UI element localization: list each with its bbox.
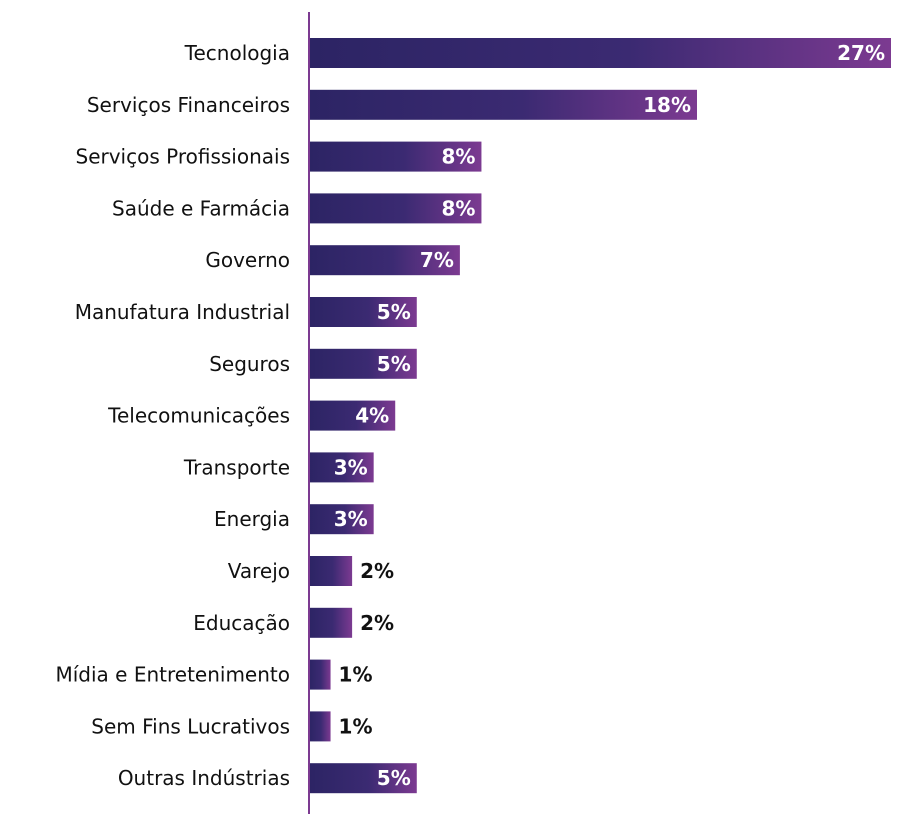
category-label-energia: Energia (214, 507, 290, 531)
category-label-midia-e-entretenimento: Mídia e Entretenimento (55, 663, 290, 687)
bar-midia-e-entretenimento (309, 659, 331, 690)
category-label-governo: Governo (205, 248, 290, 272)
value-label-governo: 7% (420, 248, 454, 272)
bar-manufatura-industrial (309, 297, 417, 327)
value-label-manufatura-industrial: 5% (377, 300, 411, 324)
value-label-varejo: 2% (360, 559, 394, 583)
category-label-varejo: Varejo (228, 559, 290, 583)
bar-outras-industrias (309, 763, 417, 794)
value-label-servicos-financeiros: 18% (643, 93, 691, 117)
bar-varejo (309, 556, 353, 586)
category-label-servicos-financeiros: Serviços Financeiros (87, 93, 290, 117)
category-label-servicos-profissionais: Serviços Profissionais (76, 145, 291, 169)
value-label-telecomunicacoes: 4% (355, 404, 389, 428)
category-labels-layer: Tecnologia Serviços Financeiros Serviços P… (55, 41, 290, 790)
bar-seguros (309, 348, 417, 379)
value-label-midia-e-entretenimento: 1% (339, 663, 373, 687)
bar-energia (309, 504, 374, 535)
category-label-sem-fins-lucrativos: Sem Fins Lucrativos (91, 714, 290, 738)
category-label-telecomunicacoes: Telecomunicações (107, 404, 290, 428)
bar-servicos-financeiros (309, 89, 697, 120)
bar-sem-fins-lucrativos (309, 711, 331, 742)
category-label-manufatura-industrial: Manufatura Industrial (75, 300, 290, 324)
value-label-sem-fins-lucrativos: 1% (339, 714, 373, 738)
value-label-energia: 3% (334, 507, 368, 531)
bar-transporte (309, 452, 374, 483)
value-label-educacao: 2% (360, 611, 394, 635)
value-label-seguros: 5% (377, 352, 411, 376)
bars-layer (309, 38, 891, 794)
value-labels-layer: 27% 18% 8% 8% 7% 5% 5% 4% 3% 3% 2% 2% 1% 1% 5% (334, 41, 885, 790)
category-label-tecnologia: Tecnologia (184, 41, 290, 65)
bar-servicos-profissionais (309, 141, 482, 172)
value-label-servicos-profissionais: 8% (441, 145, 475, 169)
bar-tecnologia (309, 38, 891, 68)
category-label-educacao: Educação (193, 611, 290, 635)
bar-governo (309, 245, 460, 276)
category-label-transporte: Transporte (183, 455, 290, 479)
bar-telecomunicacoes (309, 400, 396, 431)
bar-saude-e-farmacia (309, 193, 482, 224)
bar-educacao (309, 607, 353, 638)
value-label-transporte: 3% (334, 455, 368, 479)
value-label-outras-industrias: 5% (377, 766, 411, 790)
category-label-outras-industrias: Outras Indústrias (118, 766, 290, 790)
value-label-saude-e-farmacia: 8% (441, 196, 475, 220)
category-label-seguros: Seguros (209, 352, 290, 376)
category-label-saude-e-farmacia: Saúde e Farmácia (112, 196, 290, 220)
value-label-tecnologia: 27% (837, 41, 885, 65)
